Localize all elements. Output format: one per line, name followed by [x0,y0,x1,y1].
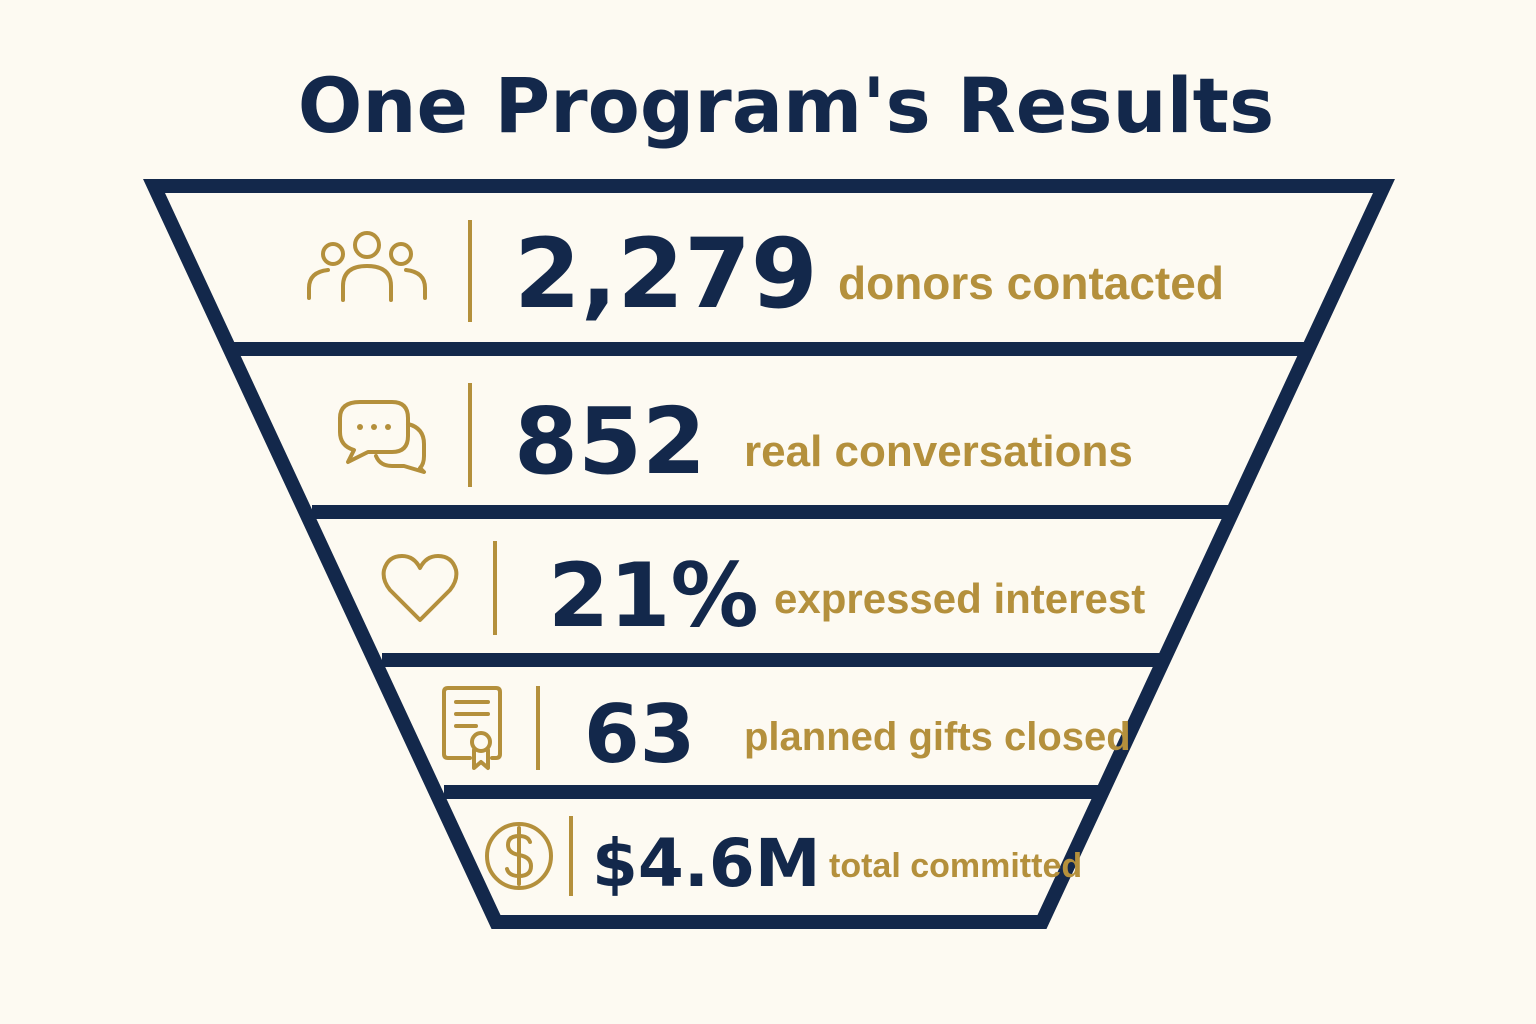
dollar-coin-icon [485,822,553,890]
stage-2-value: 852 [514,388,706,495]
stage-3-label: expressed interest [774,575,1145,622]
stage-5-value: $4.6M [592,825,821,902]
funnel-stage-2: 852 real conversations [338,383,1133,495]
stage-5-label: total committed [829,847,1082,885]
heart-icon [381,554,459,622]
page-title: One Program's Results [298,61,1274,150]
stage-1-label: donors contacted [838,257,1224,309]
funnel-outline [143,179,1395,929]
funnel-stage-1: 2,279 donors contacted [307,218,1224,330]
stage-1-value: 2,279 [514,218,818,330]
stage-4-label: planned gifts closed [744,715,1131,759]
funnel-stage-4: 63 planned gifts closed [442,686,1131,781]
funnel-stage-3: 21% expressed interest [381,541,1145,647]
people-group-icon [307,231,427,302]
stage-2-label: real conversations [744,427,1133,476]
stage-3-value: 21% [548,544,759,647]
funnel-stage-5: $4.6M total committed [485,816,1082,902]
chat-bubbles-icon [338,400,426,474]
stage-4-value: 63 [584,688,695,781]
certificate-icon [442,686,502,770]
